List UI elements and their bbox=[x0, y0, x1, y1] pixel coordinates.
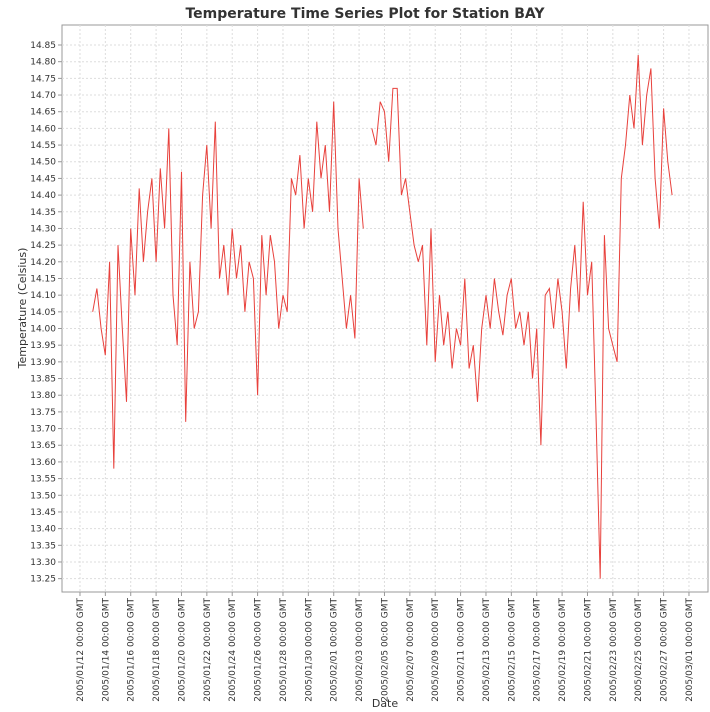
y-tick-label: 14.15 bbox=[30, 274, 56, 284]
y-tick-label: 14.80 bbox=[30, 58, 56, 68]
y-tick-label: 13.75 bbox=[30, 408, 56, 418]
y-tick-label: 13.40 bbox=[30, 525, 56, 535]
y-tick-label: 14.60 bbox=[30, 124, 56, 134]
x-tick-label: 2005/02/09 00:00 GMT bbox=[431, 598, 441, 702]
data-line bbox=[371, 54, 673, 579]
y-tick-label: 14.65 bbox=[30, 108, 56, 118]
x-tick-label: 2005/01/30 00:00 GMT bbox=[304, 598, 314, 702]
y-tick-label: 14.25 bbox=[30, 241, 56, 251]
y-tick-label: 13.70 bbox=[30, 425, 56, 435]
y-tick-label: 14.30 bbox=[30, 224, 56, 234]
plot-area bbox=[61, 24, 709, 593]
y-tick-label: 14.75 bbox=[30, 74, 56, 84]
x-tick-label: 2005/02/03 00:00 GMT bbox=[355, 598, 365, 702]
x-axis-label: Date bbox=[372, 697, 399, 710]
x-tick-label: 2005/01/14 00:00 GMT bbox=[101, 598, 111, 702]
x-tick-label: 2005/02/19 00:00 GMT bbox=[558, 598, 568, 702]
y-tick-label: 13.30 bbox=[30, 558, 56, 568]
x-tick-label: 2005/01/16 00:00 GMT bbox=[127, 598, 137, 702]
x-tick-label: 2005/02/05 00:00 GMT bbox=[380, 598, 390, 702]
x-tick-label: 2005/02/07 00:00 GMT bbox=[406, 598, 416, 702]
y-tick-label: 13.60 bbox=[30, 458, 56, 468]
data-line bbox=[92, 101, 364, 469]
y-tick-label: 13.35 bbox=[30, 541, 56, 551]
y-tick-label: 14.55 bbox=[30, 141, 56, 151]
x-tick-label: 2005/03/01 00:00 GMT bbox=[685, 598, 695, 702]
x-tick-label: 2005/02/11 00:00 GMT bbox=[457, 598, 467, 702]
y-tick-label: 13.65 bbox=[30, 441, 56, 451]
x-tick-label: 2005/02/15 00:00 GMT bbox=[507, 598, 517, 702]
y-tick-label: 14.35 bbox=[30, 208, 56, 218]
x-tick-label: 2005/01/26 00:00 GMT bbox=[254, 598, 264, 702]
x-tick-label: 2005/02/17 00:00 GMT bbox=[533, 598, 543, 702]
x-tick-label: 2005/02/23 00:00 GMT bbox=[609, 598, 619, 702]
x-tick-label: 2005/01/12 00:00 GMT bbox=[76, 598, 86, 702]
y-tick-label: 13.25 bbox=[30, 575, 56, 585]
y-tick-label: 14.10 bbox=[30, 291, 56, 301]
y-tick-label: 13.95 bbox=[30, 341, 56, 351]
y-tick-label: 14.85 bbox=[30, 41, 56, 51]
y-tick-label: 14.05 bbox=[30, 308, 56, 318]
y-tick-label: 13.50 bbox=[30, 491, 56, 501]
chart-title: Temperature Time Series Plot for Station… bbox=[185, 6, 545, 22]
y-tick-label: 13.45 bbox=[30, 508, 56, 518]
x-tick-label: 2005/01/22 00:00 GMT bbox=[203, 598, 213, 702]
y-tick-label: 14.40 bbox=[30, 191, 56, 201]
y-tick-label: 13.85 bbox=[30, 375, 56, 385]
y-axis-label: Temperature (Celsius) bbox=[16, 248, 29, 370]
x-tick-label: 2005/01/20 00:00 GMT bbox=[177, 598, 187, 702]
y-tick-label: 14.45 bbox=[30, 174, 56, 184]
x-tick-label: 2005/02/13 00:00 GMT bbox=[482, 598, 492, 702]
y-tick-label: 13.55 bbox=[30, 475, 56, 485]
x-tick-label: 2005/01/28 00:00 GMT bbox=[279, 598, 289, 702]
x-tick-label: 2005/02/25 00:00 GMT bbox=[634, 598, 644, 702]
x-tick-label: 2005/01/18 00:00 GMT bbox=[152, 598, 162, 702]
x-tick-label: 2005/01/24 00:00 GMT bbox=[228, 598, 238, 702]
y-tick-label: 14.70 bbox=[30, 91, 56, 101]
y-tick-label: 14.50 bbox=[30, 158, 56, 168]
x-tick-label: 2005/02/27 00:00 GMT bbox=[660, 598, 670, 702]
x-tick-label: 2005/02/01 00:00 GMT bbox=[330, 598, 340, 702]
y-tick-label: 14.00 bbox=[30, 325, 56, 335]
y-tick-label: 14.20 bbox=[30, 258, 56, 268]
x-tick-label: 2005/02/21 00:00 GMT bbox=[583, 598, 593, 702]
y-tick-label: 13.80 bbox=[30, 391, 56, 401]
y-tick-label: 13.90 bbox=[30, 358, 56, 368]
